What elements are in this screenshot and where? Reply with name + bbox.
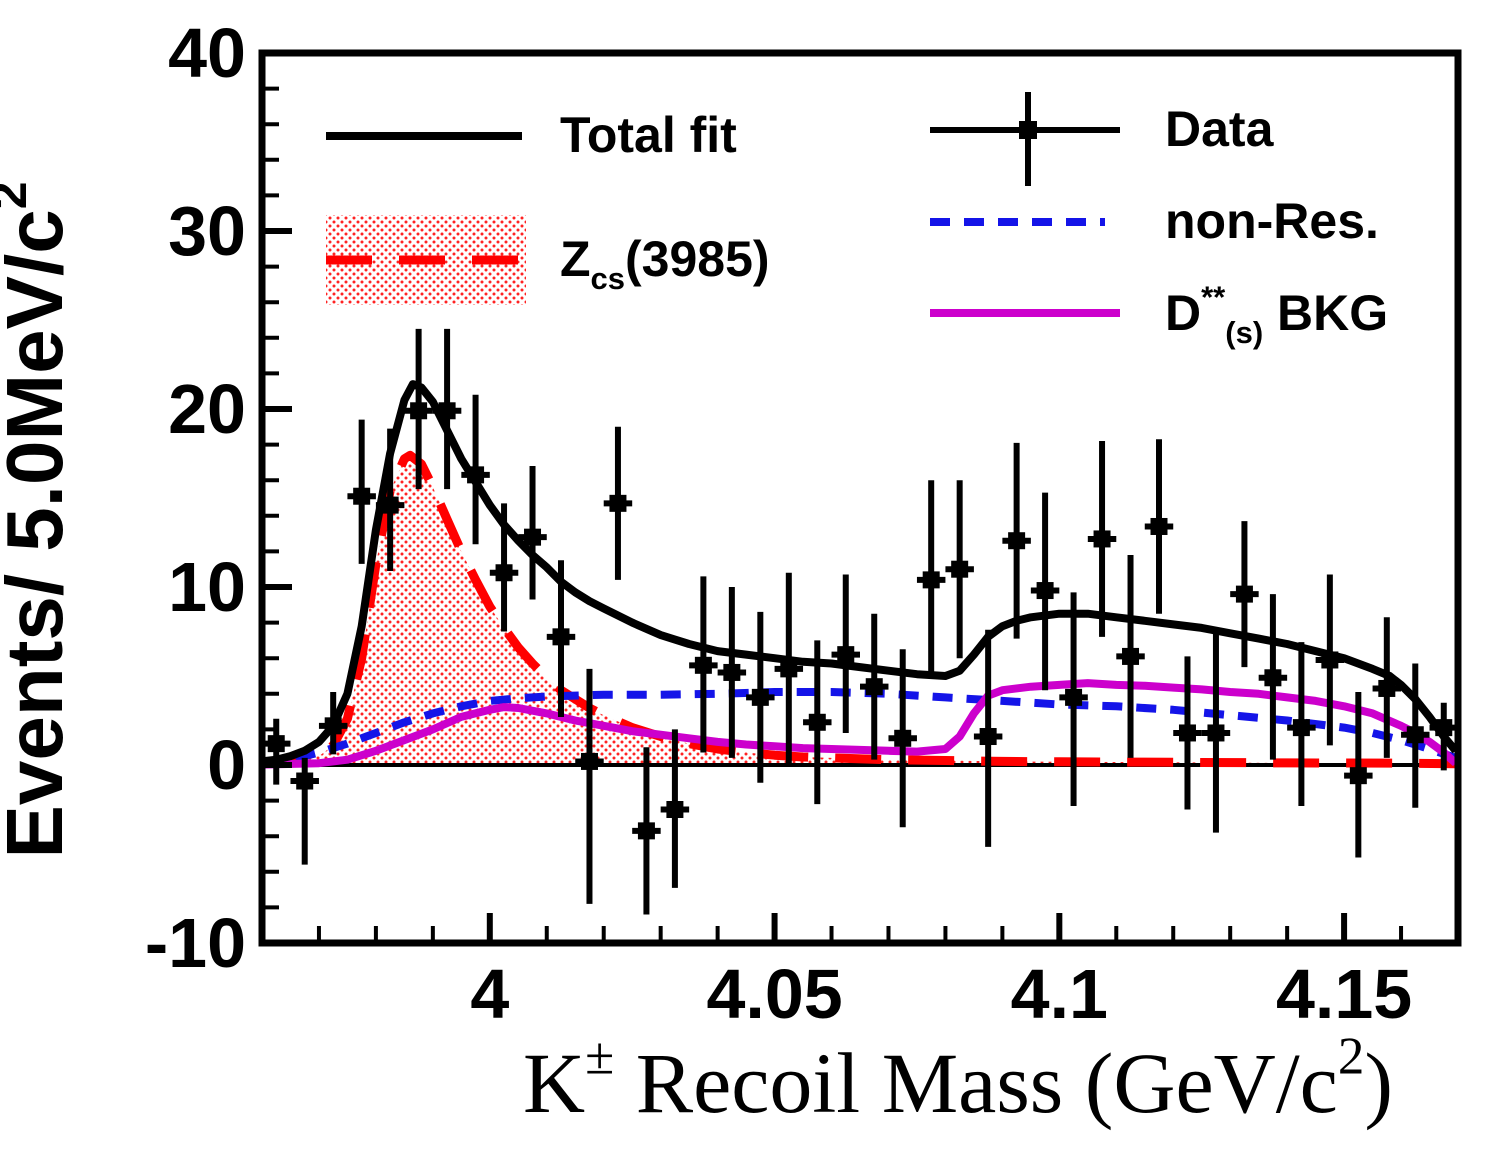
data-point: [1030, 492, 1060, 691]
x-tick-label: 4.15: [1276, 955, 1412, 1033]
y-tick-label: 30: [168, 192, 246, 270]
data-point: [290, 757, 319, 865]
legend-label-data: Data: [1165, 101, 1275, 157]
y-tick-label: 40: [168, 14, 246, 92]
data-point: [432, 328, 462, 490]
zcs-signal-fill: [262, 455, 1458, 765]
data-point: [318, 692, 348, 755]
data-point: [1087, 441, 1117, 637]
data-point: [1344, 692, 1373, 858]
x-tick-label: 4: [470, 955, 509, 1033]
data-point: [1401, 663, 1430, 808]
data-point: [518, 465, 547, 600]
data-point: [1201, 633, 1231, 833]
data-point: [1258, 594, 1288, 760]
legend-label-zcs: Zcs(3985): [560, 231, 770, 296]
data-point: [831, 574, 860, 733]
data-point: [774, 572, 804, 765]
data-point: [717, 587, 747, 758]
axis-ticks: [262, 50, 1404, 946]
data-point: [660, 729, 690, 888]
legend-label-ds-bkg: D**(s) BKG: [1165, 280, 1388, 351]
ds-bkg-curve: [261, 679, 1459, 769]
data-point: [888, 649, 917, 828]
legend: Total fit Zcs(3985) Data non-Res. D**(s)…: [326, 92, 1388, 350]
data-point: [1002, 442, 1031, 639]
data-point: [575, 668, 604, 904]
data-point: [489, 503, 519, 632]
x-tick-label: 4.1: [1011, 955, 1108, 1033]
y-tick-label: 10: [168, 548, 246, 626]
data-point: [1315, 574, 1345, 746]
y-tick-label: 20: [168, 370, 246, 448]
data-point: [860, 613, 889, 760]
data-point: [347, 419, 376, 564]
legend-label-total-fit: Total fit: [560, 107, 737, 163]
data-points: [262, 328, 1458, 915]
x-axis-title: K± Recoil Mass (GeV/c2): [523, 1027, 1393, 1131]
y-tick-label: -10: [145, 904, 246, 982]
axis-tick-labels: 40 30 20 10 0 -10 4 4.05 4.1 4.15: [145, 14, 1412, 1033]
data-point: [689, 576, 718, 753]
data-point: [603, 426, 633, 580]
data-point: [916, 480, 946, 678]
data-point: [1116, 554, 1145, 758]
data-point: [1230, 521, 1259, 668]
data-point: [546, 560, 576, 717]
data-point: [746, 611, 775, 783]
data-point: [1429, 702, 1458, 771]
data-point: [973, 629, 1003, 847]
data-point: [632, 747, 661, 915]
data-point: [1059, 592, 1088, 806]
data-point: [803, 640, 832, 805]
zcs-hatch-area: [262, 455, 1458, 765]
data-point: [375, 428, 405, 571]
x-tick-label: 4.05: [706, 955, 842, 1033]
data-point: [1144, 439, 1174, 614]
data-point: [1372, 617, 1402, 758]
data-point: [1173, 656, 1202, 810]
plot-frame: [258, 49, 1462, 947]
legend-label-non-res: non-Res.: [1165, 193, 1379, 249]
data-point: [404, 328, 433, 490]
legend-samples: [326, 92, 1120, 317]
y-tick-label: 0: [207, 726, 246, 804]
y-axis-title: Events/ 5.0MeV/c2: [0, 181, 79, 858]
data-point: [945, 480, 974, 659]
data-point: [461, 394, 490, 545]
legend-sample-data-marker: [1019, 121, 1037, 139]
data-point: [1287, 642, 1316, 806]
zcs-curve: [261, 450, 1456, 769]
